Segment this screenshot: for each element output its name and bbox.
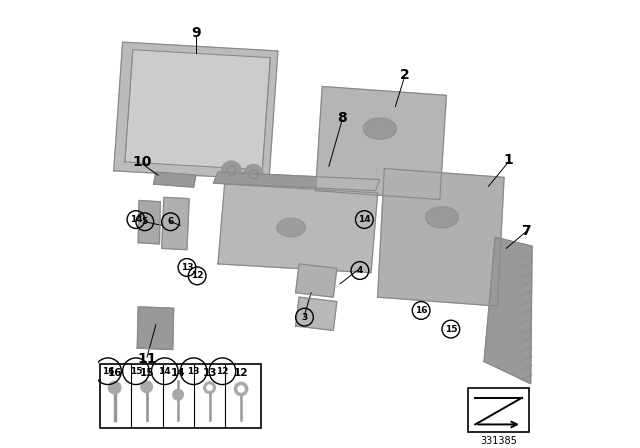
Circle shape [108, 381, 121, 394]
Text: 14: 14 [358, 215, 371, 224]
Text: 331385: 331385 [480, 436, 517, 446]
Text: 16: 16 [102, 367, 115, 376]
Polygon shape [484, 237, 532, 383]
Text: 13: 13 [180, 263, 193, 272]
Circle shape [238, 386, 244, 392]
Polygon shape [162, 198, 189, 250]
Text: 15: 15 [130, 367, 142, 376]
Ellipse shape [364, 118, 397, 139]
Text: 11: 11 [137, 352, 157, 366]
Text: 15: 15 [140, 367, 154, 378]
Text: 16: 16 [108, 367, 122, 378]
Polygon shape [125, 50, 270, 170]
Polygon shape [137, 307, 173, 349]
Text: 14: 14 [130, 215, 142, 224]
Text: 12: 12 [216, 367, 228, 376]
Circle shape [221, 161, 241, 181]
Circle shape [207, 385, 212, 390]
Text: 4: 4 [356, 266, 363, 275]
Text: 13: 13 [188, 367, 200, 376]
Polygon shape [296, 264, 337, 297]
Polygon shape [214, 172, 380, 191]
FancyBboxPatch shape [100, 364, 261, 427]
Text: 12: 12 [191, 271, 204, 280]
Circle shape [141, 381, 152, 392]
Text: 8: 8 [337, 111, 347, 125]
Text: 5: 5 [141, 217, 148, 226]
Text: 14: 14 [159, 367, 171, 376]
Text: 15: 15 [445, 325, 457, 334]
Polygon shape [378, 168, 504, 306]
Text: 14: 14 [171, 367, 186, 378]
Text: 1: 1 [504, 153, 513, 167]
Text: 10: 10 [133, 155, 152, 169]
Polygon shape [154, 172, 196, 187]
Ellipse shape [276, 218, 305, 237]
Polygon shape [296, 297, 337, 331]
Polygon shape [218, 184, 378, 273]
Text: 16: 16 [415, 306, 428, 315]
Text: 7: 7 [522, 224, 531, 237]
FancyBboxPatch shape [468, 388, 529, 432]
Text: 3: 3 [301, 313, 308, 322]
Polygon shape [316, 86, 447, 199]
Text: 13: 13 [202, 367, 217, 378]
Ellipse shape [426, 207, 459, 228]
Circle shape [244, 164, 263, 184]
Text: 6: 6 [168, 217, 173, 226]
Polygon shape [138, 200, 161, 244]
Circle shape [234, 382, 248, 396]
Polygon shape [114, 42, 278, 180]
Text: 2: 2 [399, 69, 409, 82]
Circle shape [173, 389, 184, 400]
Text: 12: 12 [234, 367, 248, 378]
Text: 9: 9 [191, 26, 200, 40]
Circle shape [204, 382, 215, 393]
